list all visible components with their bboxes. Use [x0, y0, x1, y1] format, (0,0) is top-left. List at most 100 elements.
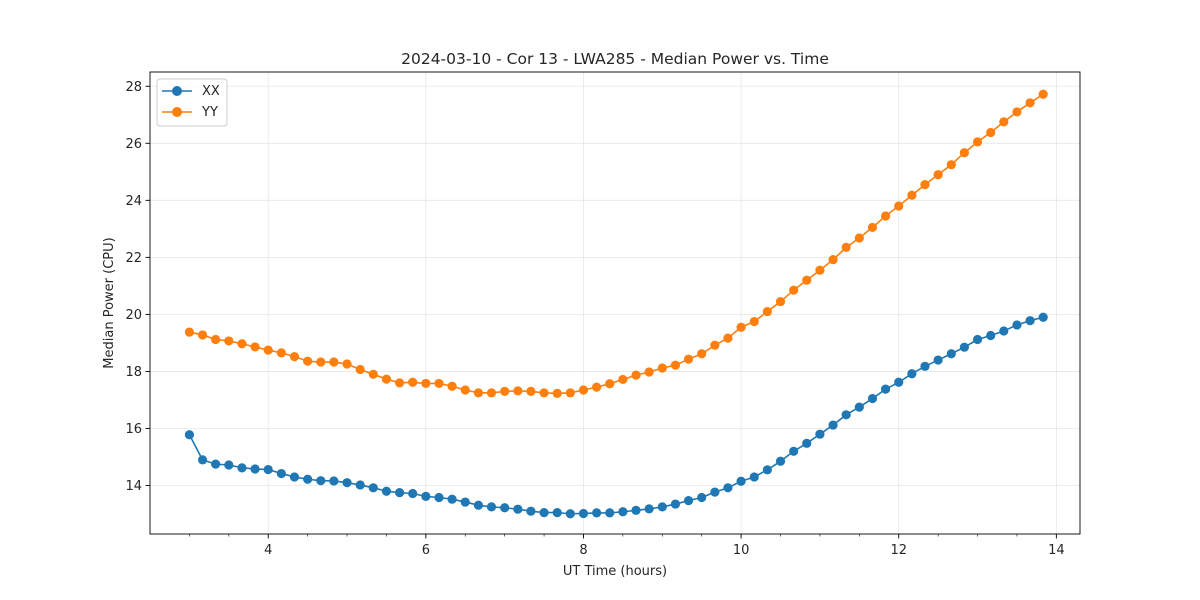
data-point-yy	[421, 378, 431, 389]
data-point-xx	[408, 488, 418, 499]
data-point-yy	[1038, 89, 1048, 99]
data-point-xx	[263, 464, 273, 475]
data-point-yy	[828, 255, 838, 265]
data-point-xx	[473, 500, 484, 510]
data-point-xx	[381, 486, 392, 496]
data-point-yy	[408, 377, 418, 387]
data-point-yy	[670, 360, 681, 370]
data-point-xx	[224, 460, 234, 470]
x-tick-label: 12	[890, 543, 907, 558]
data-point-yy	[880, 211, 891, 221]
data-point-yy	[749, 316, 759, 327]
data-point-xx	[802, 438, 812, 448]
data-point-xx	[578, 508, 589, 519]
data-point-xx	[1038, 312, 1048, 322]
data-point-yy	[736, 322, 746, 332]
data-point-yy	[500, 386, 510, 397]
grid	[150, 72, 1080, 534]
data-point-xx	[657, 502, 667, 512]
data-point-yy	[972, 137, 983, 147]
data-point-yy	[565, 388, 575, 398]
axis-ticks: 4 6 8 10 12 14 14 16 18 20 22 24 26 28	[125, 80, 1064, 558]
data-point-xx	[486, 502, 497, 512]
data-point-xx	[736, 476, 746, 486]
data-point-xx	[605, 508, 615, 518]
data-point-yy	[368, 369, 378, 379]
data-point-xx	[500, 503, 510, 513]
data-point-xx	[946, 349, 956, 359]
data-point-yy	[959, 148, 969, 158]
data-point-xx	[644, 504, 654, 514]
data-point-xx	[1025, 316, 1035, 326]
data-point-yy	[197, 330, 208, 340]
data-point-yy	[539, 388, 549, 398]
data-point-yy	[907, 190, 917, 200]
data-point-yy	[316, 357, 326, 367]
data-point-yy	[552, 388, 562, 398]
data-point-xx	[539, 508, 549, 518]
data-point-yy	[631, 370, 641, 380]
y-tick-label: 14	[125, 479, 142, 494]
legend-label-xx: XX	[202, 84, 220, 99]
data-point-yy	[592, 382, 602, 392]
data-point-xx	[880, 384, 891, 394]
data-point-xx	[762, 465, 772, 475]
data-point-yy	[933, 170, 943, 180]
data-point-xx	[683, 496, 694, 506]
data-point-xx	[316, 476, 326, 486]
data-point-yy	[303, 356, 313, 366]
data-point-xx	[592, 508, 602, 518]
data-point-yy	[237, 339, 247, 349]
data-point-xx	[723, 483, 733, 493]
data-point-xx	[959, 342, 969, 352]
data-point-xx	[368, 483, 378, 493]
data-point-xx	[395, 488, 405, 498]
data-point-xx	[697, 492, 707, 503]
data-point-yy	[802, 275, 812, 285]
data-point-yy	[329, 357, 339, 367]
data-point-xx	[447, 494, 457, 504]
x-tick-label: 10	[733, 543, 750, 558]
data-point-xx	[789, 446, 799, 456]
data-point-xx	[828, 420, 838, 430]
data-point-xx	[907, 369, 917, 379]
y-tick-label: 22	[125, 251, 142, 266]
data-point-xx	[894, 377, 904, 387]
data-point-yy	[775, 296, 786, 307]
y-tick-label: 20	[125, 308, 142, 323]
data-point-yy	[999, 117, 1009, 127]
data-point-yy	[815, 265, 825, 275]
data-point-xx	[920, 361, 930, 371]
data-point-xx	[211, 459, 221, 469]
data-point-yy	[355, 364, 365, 375]
data-point-yy	[263, 345, 273, 355]
data-point-yy	[1025, 98, 1035, 108]
data-point-xx	[775, 456, 786, 466]
data-point-xx	[276, 468, 286, 479]
series-layer	[184, 89, 1048, 519]
data-point-xx	[329, 476, 339, 486]
data-point-yy	[184, 327, 195, 337]
data-point-yy	[578, 385, 589, 395]
series-yy	[184, 89, 1048, 398]
data-point-yy	[224, 336, 234, 346]
data-point-xx	[841, 410, 851, 420]
x-tick-label: 4	[264, 543, 272, 558]
data-point-yy	[762, 306, 772, 317]
x-tick-label: 14	[1048, 543, 1065, 558]
data-point-yy	[395, 378, 405, 388]
x-tick-label: 8	[579, 543, 587, 558]
data-point-yy	[1012, 107, 1022, 117]
data-point-yy	[854, 233, 864, 243]
data-point-yy	[867, 222, 878, 233]
y-tick-label: 16	[125, 422, 142, 437]
data-point-yy	[657, 363, 667, 373]
y-tick-label: 18	[125, 365, 142, 380]
data-point-yy	[986, 127, 996, 138]
data-point-xx	[460, 497, 470, 507]
data-point-yy	[276, 348, 286, 358]
data-point-yy	[697, 349, 707, 359]
data-point-xx	[237, 463, 247, 473]
legend-marker-yy	[172, 107, 182, 117]
data-point-xx	[933, 355, 943, 365]
